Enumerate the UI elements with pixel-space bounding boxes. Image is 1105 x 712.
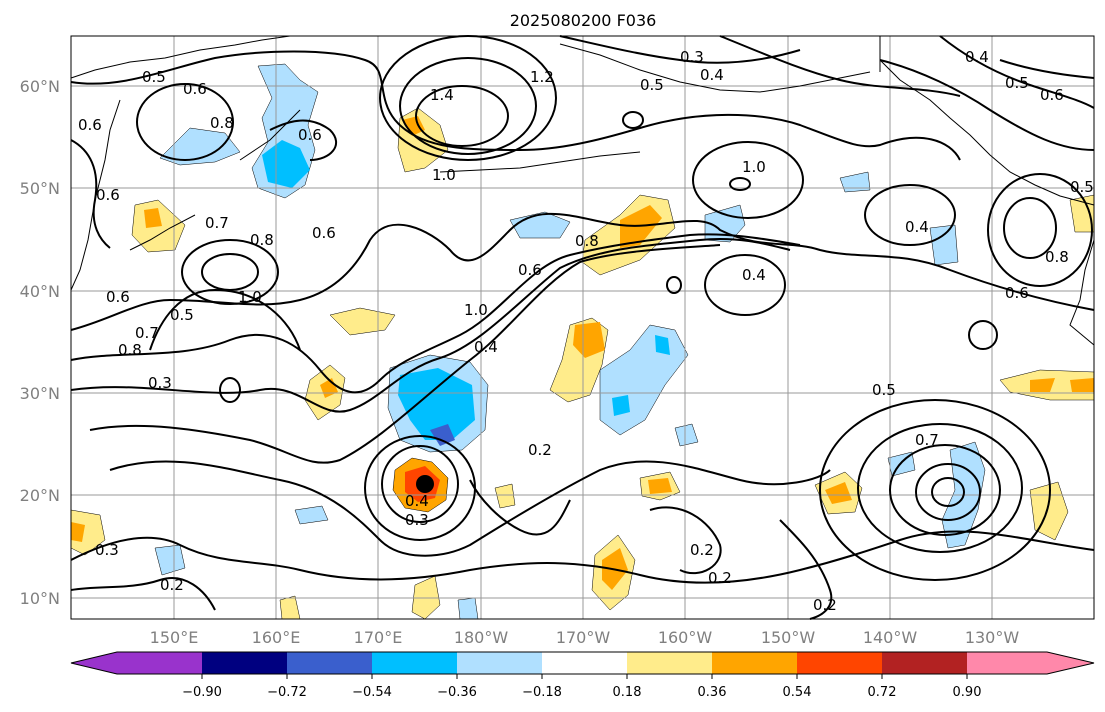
contour-label: 0.3 xyxy=(148,374,172,392)
contour-label: 0.6 xyxy=(96,186,120,204)
contour-label: 0.5 xyxy=(1070,178,1094,196)
colorbar-segment xyxy=(117,652,202,674)
colorbar-tick-label: −0.90 xyxy=(182,685,222,700)
contour-label: 0.3 xyxy=(95,541,119,559)
contour-label: 0.6 xyxy=(298,126,322,144)
contour-label: 0.2 xyxy=(528,441,552,459)
contour-label: 0.5 xyxy=(142,68,166,86)
colorbar: −0.90 −0.72 −0.54 −0.36 −0.18 0.18 0.36 … xyxy=(70,651,1095,700)
contour-lines xyxy=(70,35,1095,620)
contour-label: 0.4 xyxy=(700,66,724,84)
contour-label: 0.4 xyxy=(405,492,429,510)
contour-label: 0.6 xyxy=(183,80,207,98)
contour-label: 1.0 xyxy=(742,158,766,176)
lat-label: 10°N xyxy=(20,589,60,608)
lon-label: 160°W xyxy=(658,628,713,647)
colorbar-tick-label: 0.54 xyxy=(783,685,812,700)
lat-label: 20°N xyxy=(20,486,60,505)
contour-labels: 0.5 0.6 0.6 0.8 0.6 0.6 0.7 0.8 0.6 1.0 … xyxy=(78,48,1094,614)
contour-label: 0.6 xyxy=(78,116,102,134)
colorbar-tick-label: 0.90 xyxy=(953,685,982,700)
contour-label: 0.4 xyxy=(965,48,989,66)
lat-label: 50°N xyxy=(20,179,60,198)
lon-label: 170°E xyxy=(354,628,403,647)
colorbar-segment xyxy=(202,652,287,674)
contour-label: 1.0 xyxy=(464,301,488,319)
colorbar-tick-label: 0.18 xyxy=(613,685,642,700)
colorbar-tick-label: −0.54 xyxy=(352,685,392,700)
colorbar-tick-label: −0.72 xyxy=(267,685,307,700)
colorbar-tick-label: −0.36 xyxy=(437,685,477,700)
contour-label: 1.4 xyxy=(430,86,454,104)
colorbar-segment xyxy=(542,652,627,674)
map-title: 2025080200 F036 xyxy=(510,11,657,30)
contour-label: 1.0 xyxy=(432,166,456,184)
colorbar-extend-high xyxy=(1047,652,1094,674)
lon-label: 180°W xyxy=(454,628,509,647)
contour-label: 0.6 xyxy=(106,288,130,306)
colorbar-tick-label: 0.72 xyxy=(868,685,897,700)
lon-label: 170°W xyxy=(556,628,611,647)
contour-label: 0.2 xyxy=(690,541,714,559)
contour-label: 1.2 xyxy=(530,68,554,86)
contour-label: 0.4 xyxy=(474,338,498,356)
contour-label: 0.8 xyxy=(1045,248,1069,266)
contour-label: 0.8 xyxy=(118,341,142,359)
lon-label: 140°W xyxy=(863,628,918,647)
colorbar-segment xyxy=(882,652,967,674)
colorbar-segment xyxy=(627,652,712,674)
lat-label: 30°N xyxy=(20,384,60,403)
colorbar-segment xyxy=(712,652,797,674)
contour-label: 0.7 xyxy=(205,214,229,232)
colorbar-tick-label: −0.18 xyxy=(522,685,562,700)
colorbar-segment xyxy=(287,652,372,674)
contour-label: 0.3 xyxy=(680,48,704,66)
latitude-labels: 60°N 50°N 40°N 30°N 20°N 10°N xyxy=(20,77,60,608)
lon-label: 160°E xyxy=(252,628,301,647)
contour-label: 0.5 xyxy=(1005,74,1029,92)
colorbar-tick-label: 0.36 xyxy=(698,685,727,700)
contour-label: 0.8 xyxy=(575,232,599,250)
contour-label: 0.4 xyxy=(905,218,929,236)
colorbar-segment xyxy=(967,652,1047,674)
contour-label: 0.2 xyxy=(708,569,732,587)
contour-label: 0.6 xyxy=(312,224,336,242)
contour-label: 1.0 xyxy=(238,288,262,306)
lat-label: 40°N xyxy=(20,282,60,301)
contour-label: 0.8 xyxy=(250,231,274,249)
contour-label: 0.8 xyxy=(210,114,234,132)
contour-label: 0.6 xyxy=(518,261,542,279)
colorbar-segment xyxy=(457,652,542,674)
contour-label: 0.7 xyxy=(135,324,159,342)
contour-label: 0.2 xyxy=(160,576,184,594)
contour-label: 0.6 xyxy=(1040,86,1064,104)
lat-lon-grid xyxy=(71,36,1094,619)
contour-label: 0.3 xyxy=(405,511,429,529)
lat-label: 60°N xyxy=(20,77,60,96)
lon-label: 130°W xyxy=(965,628,1020,647)
colorbar-segment xyxy=(797,652,882,674)
longitude-labels: 150°E 160°E 170°E 180°W 170°W 160°W 150°… xyxy=(150,628,1020,647)
lon-label: 150°W xyxy=(761,628,816,647)
contour-label: 0.2 xyxy=(813,596,837,614)
colorbar-extend-low xyxy=(71,652,117,674)
contour-label: 0.5 xyxy=(872,381,896,399)
map-frame xyxy=(70,35,1095,620)
contour-label: 0.7 xyxy=(915,431,939,449)
contour-label: 0.4 xyxy=(742,266,766,284)
map-panel: 0.5 0.6 0.6 0.8 0.6 0.6 0.7 0.8 0.6 1.0 … xyxy=(70,35,1095,620)
lon-label: 150°E xyxy=(150,628,199,647)
colorbar-segment xyxy=(372,652,457,674)
shaded-anomalies xyxy=(70,63,1095,620)
contour-label: 0.5 xyxy=(640,76,664,94)
contour-label: 0.5 xyxy=(170,306,194,324)
contour-label: 0.6 xyxy=(1005,284,1029,302)
